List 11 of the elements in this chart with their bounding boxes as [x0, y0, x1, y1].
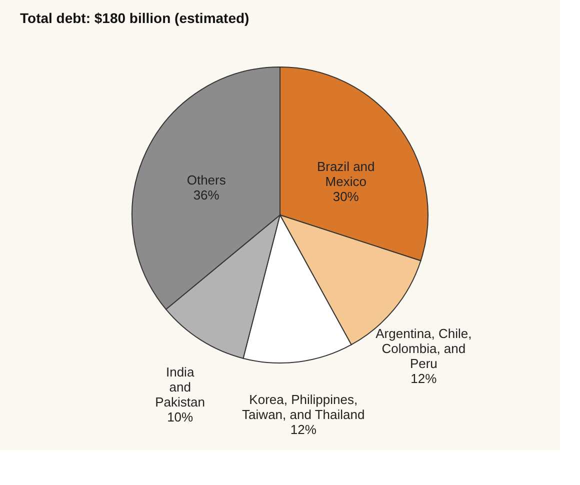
- slice-label: Others: [186, 172, 226, 188]
- data-label: 36%: [193, 187, 220, 202]
- slice-label: India and Pakistan: [155, 364, 206, 410]
- data-label: 10%: [167, 409, 194, 424]
- slice-label: Argentina, Chile, Colombia, and Peru: [376, 326, 472, 371]
- chart-title: Total debt: $180 billion (estimated): [20, 10, 250, 26]
- slice-label: Brazil and Mexico: [316, 159, 375, 190]
- data-label: 12%: [290, 422, 317, 438]
- data-label: 12%: [410, 370, 438, 386]
- data-label: 30%: [332, 189, 360, 204]
- slice-label: Korea, Philippines, Taiwan, and Thailand: [242, 392, 365, 422]
